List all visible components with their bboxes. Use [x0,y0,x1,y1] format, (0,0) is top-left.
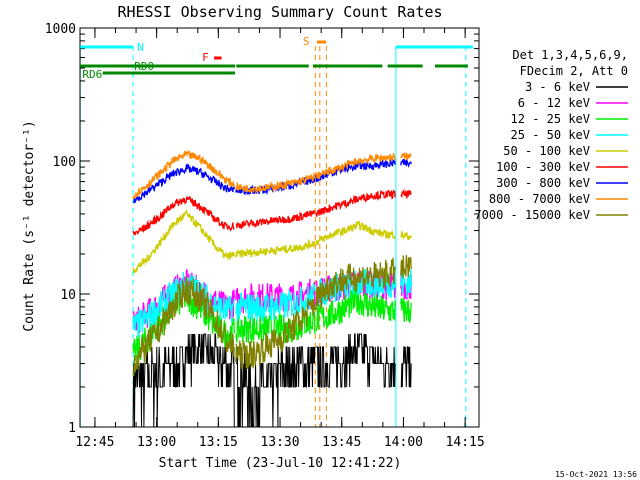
series-line-800-7000-kev [400,152,412,161]
legend-label: 800 - 7000 keV [489,192,590,206]
series-line-100-300-kev [235,210,316,229]
x-tick-label: 14:15 [446,435,485,450]
y-tick-label: 1 [68,421,76,436]
y-axis-label: Count Rate (s⁻¹ detector⁻¹) [22,120,37,331]
timestamp: 15-Oct-2021 13:56 [555,470,637,479]
series-line-7000-15000-kev [315,257,396,311]
legend-label: 100 - 300 keV [496,160,590,174]
series-line-3-6-kev [132,333,235,428]
x-tick-label: 13:00 [137,435,176,450]
legend-label: 300 - 800 keV [496,176,590,190]
legend-label: 25 - 50 keV [511,128,590,142]
series-line-50-100-kev [400,230,412,241]
y-tick-label: 1000 [45,22,76,37]
series-line-25-50-kev [235,282,316,322]
flag-label-rd6: RD6 [82,68,102,81]
series-line-50-100-kev [132,208,235,274]
series-line-50-100-kev [235,238,316,258]
x-tick-label: 13:30 [260,435,299,450]
flag-label-s: S [303,35,310,48]
legend-label: 50 - 100 keV [503,144,590,158]
series-line-100-300-kev [315,188,396,217]
series-line-3-6-kev [400,346,412,388]
series-line-800-7000-kev [315,153,396,179]
series-line-300-800-kev [132,163,235,204]
chart-title: RHESSI Observing Summary Count Rates [117,3,442,21]
x-axis-label: Start Time (23-Jul-10 12:41:22) [159,456,402,471]
x-tick-label: 13:45 [322,435,361,450]
series-line-800-7000-kev [132,149,235,200]
x-tick-label: 14:00 [384,435,423,450]
x-tick-label: 13:15 [199,435,238,450]
series-line-12-25-kev [400,297,412,323]
series-line-7000-15000-kev [235,298,316,370]
series-line-7000-15000-kev [400,255,412,278]
y-tick-label: 100 [53,155,76,170]
series-line-7000-15000-kev [132,276,235,377]
series-line-3-6-kev [316,333,396,388]
x-tick-label: 12:45 [75,435,114,450]
legend-header-1: Det 1,3,4,5,6,9, [512,48,628,62]
legend-header-2: FDecim 2, Att 0 [520,64,628,78]
flag-label-f: F [202,51,209,64]
series-line-12-25-kev [235,310,316,344]
series-line-800-7000-kev [235,171,316,193]
series-line-25-50-kev [132,271,235,338]
series-line-100-300-kev [132,196,235,236]
flag-label-rd0: RD0 [134,60,154,73]
series-line-50-100-kev [315,220,396,246]
legend-label: 3 - 6 keV [525,80,590,94]
series-line-100-300-kev [400,188,412,199]
series-line-25-50-kev [400,269,412,298]
legend-label: 6 - 12 keV [518,96,590,110]
y-tick-label: 10 [60,288,76,303]
legend-label: 12 - 25 keV [511,112,590,126]
flag-label-n: N [137,41,144,54]
series-line-300-800-kev [400,158,412,169]
plot-frame [79,27,480,428]
legend-label: 7000 - 15000 keV [474,208,590,222]
